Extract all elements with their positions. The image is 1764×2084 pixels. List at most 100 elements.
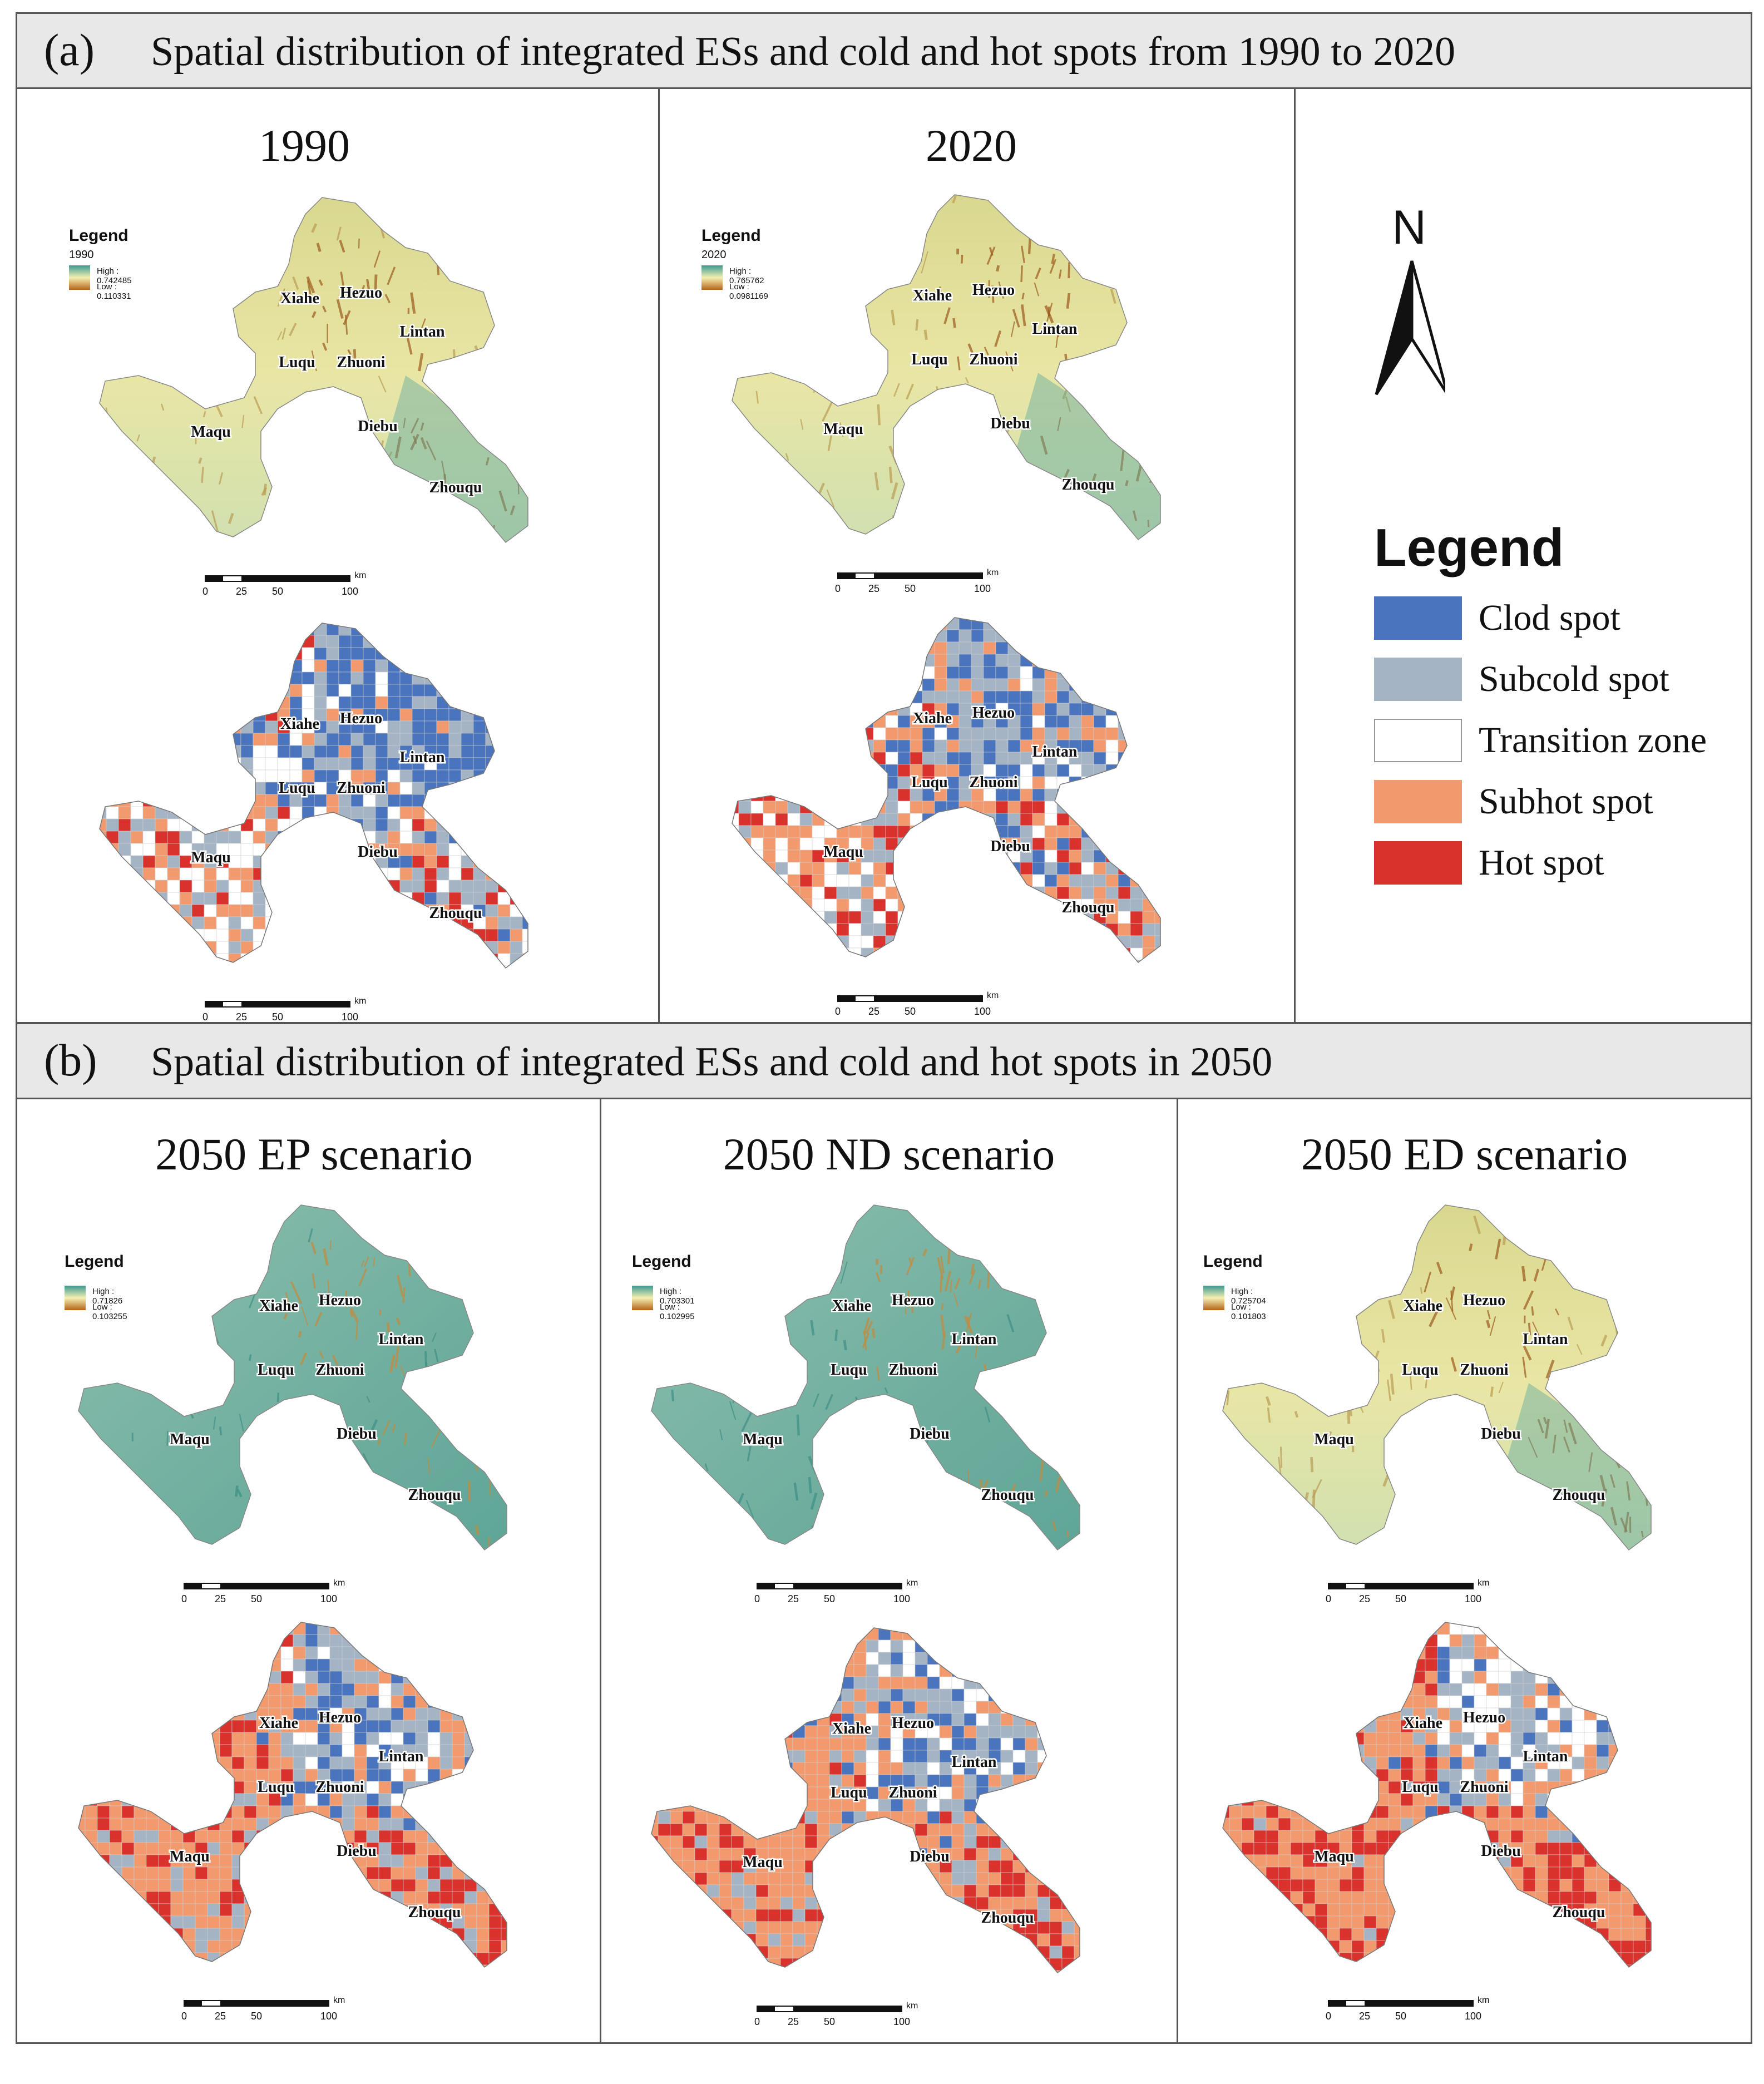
town-label-hezuo: Hezuo (1463, 1292, 1505, 1309)
town-label-xiahe: Xiahe (832, 1720, 871, 1737)
scale-tick: 50 (272, 586, 283, 597)
scale-tick: 100 (974, 1006, 991, 1017)
legend-label: Hot spot (1479, 842, 1604, 884)
town-label-xiahe: Xiahe (1404, 1715, 1442, 1732)
legend-label: Clod spot (1479, 597, 1620, 639)
town-label-xiahe: Xiahe (832, 1297, 871, 1315)
scale-tick: 0 (181, 2011, 187, 2022)
town-label-diebu: Diebu (990, 838, 1030, 855)
town-label-zhuoni: Zhuoni (315, 1361, 364, 1379)
town-label-diebu: Diebu (1481, 1425, 1521, 1443)
town-label-xiahe: Xiahe (280, 715, 319, 733)
panel-title: 2050 EP scenario (23, 1128, 605, 1181)
town-label-lintan: Lintan (1523, 1748, 1568, 1765)
town-label-lintan: Lintan (400, 749, 445, 766)
town-label-zhuoni: Zhuoni (888, 1784, 937, 1801)
town-label-luqu: Luqu (258, 1779, 294, 1796)
scale-tick: 25 (1359, 2011, 1370, 2022)
legend-item-subhot: Subhot spot (1374, 771, 1752, 832)
scale-unit: km (333, 1578, 345, 1588)
scale-tick: 50 (251, 2011, 262, 2022)
panel-2020: 2020 Legend 2020 High : 0.765762 Low : 0… (658, 87, 1296, 1024)
scale-tick: 0 (181, 1593, 187, 1604)
scale-tick: 50 (905, 1006, 916, 1017)
scale-tick: 25 (236, 1011, 247, 1023)
legend-item-subcold: Subcold spot (1374, 649, 1752, 710)
town-label-diebu: Diebu (337, 1425, 377, 1443)
town-label-hezuo: Hezuo (340, 710, 382, 727)
town-label-luqu: Luqu (911, 351, 947, 368)
scale-tick: 100 (974, 583, 991, 594)
legend-swatch (1374, 596, 1462, 640)
scale-tick: 0 (202, 586, 208, 597)
panel-title: 2020 (654, 120, 1288, 172)
legend-swatch (1374, 780, 1462, 823)
town-label-zhouqu: Zhouqu (1553, 1904, 1605, 1921)
town-label-maqu: Maqu (191, 849, 231, 866)
town-label-maqu: Maqu (1314, 1848, 1354, 1865)
town-label-xiahe: Xiahe (913, 287, 952, 304)
scale-tick: 100 (1465, 1593, 1481, 1604)
section-a-title: Spatial distribution of integrated ESs a… (151, 28, 1455, 76)
town-label-zhuoni: Zhuoni (969, 774, 1017, 791)
legend-swatch (1374, 658, 1462, 701)
town-label-zhuoni: Zhuoni (337, 779, 385, 797)
town-label-zhuoni: Zhuoni (888, 1361, 937, 1379)
town-label-lintan: Lintan (952, 1754, 997, 1771)
town-label-hezuo: Hezuo (340, 284, 382, 302)
town-label-maqu: Maqu (191, 423, 231, 441)
scale-tick: 25 (215, 2011, 226, 2022)
panel-title: 2050 ND scenario (601, 1128, 1177, 1181)
north-arrow: N (1373, 200, 1445, 400)
town-label-hezuo: Hezuo (319, 1709, 361, 1726)
town-label-diebu: Diebu (990, 415, 1030, 432)
town-label-luqu: Luqu (911, 774, 947, 791)
town-label-zhouqu: Zhouqu (1553, 1487, 1605, 1504)
legend-item-cold: Clod spot (1374, 587, 1752, 649)
town-label-hezuo: Hezuo (972, 704, 1015, 722)
town-label-lintan: Lintan (379, 1331, 424, 1348)
scale-tick: 100 (342, 1011, 358, 1023)
scale-tick: 100 (1465, 2011, 1481, 2022)
town-label-xiahe: Xiahe (280, 290, 319, 307)
scale-unit: km (1478, 1578, 1489, 1588)
town-label-lintan: Lintan (952, 1331, 997, 1348)
scale-tick: 50 (272, 1011, 283, 1023)
scale-tick: 25 (868, 1006, 879, 1017)
north-arrow-icon (1373, 255, 1445, 400)
scale-tick: 50 (1395, 1593, 1406, 1604)
scale-unit: km (333, 1996, 345, 2005)
section-b-header: (b) Spatial distribution of integrated E… (16, 1023, 1752, 1099)
town-label-zhouqu: Zhouqu (429, 479, 482, 496)
scale-tick: 0 (1326, 1593, 1331, 1604)
scale-unit: km (987, 991, 999, 1000)
town-label-zhouqu: Zhouqu (1062, 476, 1115, 493)
scale-tick: 0 (835, 583, 841, 594)
town-label-lintan: Lintan (379, 1748, 424, 1765)
scale-tick: 50 (824, 1593, 835, 1604)
town-label-luqu: Luqu (279, 779, 315, 797)
town-label-lintan: Lintan (1523, 1331, 1568, 1348)
town-label-luqu: Luqu (258, 1361, 294, 1379)
scale-tick: 25 (788, 1593, 799, 1604)
scale-tick: 50 (1395, 2011, 1406, 2022)
section-b-title: Spatial distribution of integrated ESs a… (151, 1039, 1272, 1086)
town-label-diebu: Diebu (358, 418, 398, 435)
town-label-hezuo: Hezuo (892, 1715, 934, 1732)
scale-tick: 50 (905, 583, 916, 594)
town-label-xiahe: Xiahe (259, 1297, 298, 1315)
legend-label: Subcold spot (1479, 658, 1669, 700)
scale-tick: 0 (754, 2016, 760, 2027)
town-label-zhouqu: Zhouqu (408, 1487, 461, 1504)
town-label-zhouqu: Zhouqu (1062, 899, 1115, 916)
